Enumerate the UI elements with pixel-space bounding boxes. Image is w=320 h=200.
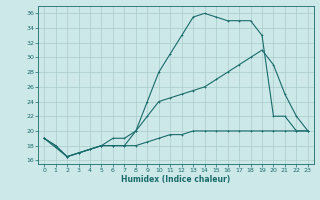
X-axis label: Humidex (Indice chaleur): Humidex (Indice chaleur) — [121, 175, 231, 184]
